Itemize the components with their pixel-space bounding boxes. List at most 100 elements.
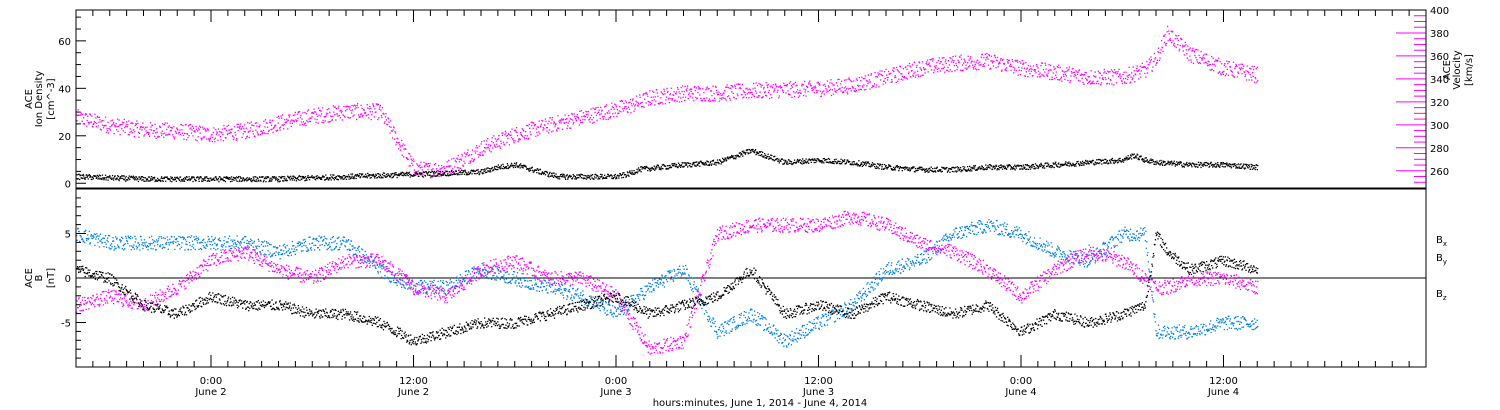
by-series-point [76, 239, 78, 241]
ion-density-series-point [340, 176, 343, 178]
ion-density-series-point [149, 178, 152, 180]
ion-density-series-point [831, 161, 834, 163]
velocity-series-point [705, 87, 708, 89]
ion-density-series-point [697, 163, 699, 165]
ion-density-series-point [1153, 163, 1156, 165]
velocity-series-point [746, 87, 748, 89]
velocity-series-point [503, 144, 506, 146]
velocity-series-point [682, 96, 684, 98]
velocity-series-point [844, 90, 846, 92]
velocity-series-point [421, 169, 424, 171]
velocity-series-point [773, 91, 775, 93]
ion-density-series-point [518, 165, 520, 167]
ion-density-series-point [852, 164, 854, 166]
velocity-series-point [1196, 61, 1199, 63]
ion-density-series-point [961, 170, 964, 172]
ion-density-series-point [1083, 164, 1085, 166]
velocity-series-point [650, 104, 652, 106]
velocity-series-point [279, 129, 281, 131]
ion-density-series-point [978, 168, 980, 170]
ion-density-series-point [266, 176, 269, 179]
ion-density-series-point [230, 176, 233, 178]
ion-density-series-point [434, 175, 436, 177]
velocity-series-point [1154, 58, 1156, 60]
velocity-series-point [947, 66, 949, 69]
by-series-point [135, 245, 137, 247]
ion-density-series-point [1006, 164, 1008, 166]
velocity-series-point [611, 102, 613, 104]
velocity-series-point [141, 129, 143, 131]
ion-density-series-point [877, 166, 879, 168]
velocity-series-point [457, 154, 459, 157]
ion-density-series-point [709, 161, 712, 163]
velocity-series-point [582, 118, 584, 121]
velocity-series-point [247, 122, 249, 124]
ion-density-series-point [291, 177, 293, 179]
velocity-series-point [479, 154, 481, 156]
velocity-series-point [1112, 75, 1114, 77]
velocity-series-point [1193, 51, 1196, 53]
ion-density-series-point [588, 177, 591, 179]
ion-density-series-point [1149, 162, 1152, 164]
ion-density-series-point [925, 168, 927, 171]
ion-density-series-point [293, 175, 295, 177]
ion-density-series-point [1040, 162, 1042, 165]
ion-density-series-point [144, 177, 147, 179]
ion-density-series-point [637, 167, 640, 169]
velocity-series-point [488, 148, 490, 150]
ion-density-series-point [1097, 158, 1099, 161]
velocity-series-point [111, 119, 114, 121]
velocity-series-point [431, 169, 433, 171]
velocity-series-point [1149, 60, 1152, 62]
velocity-series-point [480, 143, 482, 145]
velocity-series-point [895, 81, 897, 83]
ion-density-series-point [1032, 165, 1034, 167]
velocity-series-point [345, 105, 348, 107]
velocity-series-point [626, 108, 628, 110]
ion-density-series-point [332, 177, 334, 179]
ion-density-series-point [409, 173, 411, 176]
ion-density-series-point [871, 162, 874, 164]
velocity-series-point [829, 82, 831, 84]
ion-density-series-point [444, 172, 446, 174]
ion-density-series-point [493, 169, 495, 171]
by-series-point [167, 239, 169, 241]
velocity-series-point [999, 62, 1001, 65]
velocity-series-point [850, 90, 852, 92]
velocity-series-point [867, 82, 869, 85]
velocity-series-point [713, 97, 716, 99]
velocity-series-point [525, 131, 527, 133]
ion-density-series-point [894, 167, 896, 170]
velocity-series-point [708, 88, 710, 90]
velocity-series-point [168, 125, 170, 127]
ion-density-series-point [674, 166, 677, 168]
ion-density-series-point [1026, 164, 1028, 166]
velocity-series-point [173, 138, 175, 140]
velocity-series-point [684, 99, 686, 101]
velocity-series-point [500, 142, 502, 145]
velocity-series-point [447, 172, 449, 174]
velocity-series-point [1038, 73, 1040, 76]
velocity-series-point [764, 91, 766, 93]
ion-density-series-point [1077, 160, 1079, 163]
velocity-series-point [878, 73, 881, 75]
velocity-series-point [587, 111, 590, 113]
ion-density-series-point [571, 178, 573, 180]
ion-density-series-point [206, 176, 208, 178]
velocity-series-point [961, 64, 964, 66]
velocity-series-point [548, 129, 551, 131]
velocity-series-point [233, 126, 236, 128]
ion-density-series-point [292, 177, 294, 179]
velocity-series-point [207, 128, 209, 130]
velocity-series-point [800, 92, 802, 94]
ion-density-series-point [378, 176, 380, 179]
velocity-series-point [1151, 70, 1154, 72]
velocity-series-point [322, 107, 324, 109]
ion-density-series-point [1068, 161, 1070, 163]
by-series-point [120, 241, 122, 243]
ion-density-series-point [487, 167, 489, 169]
velocity-series-point [341, 110, 343, 113]
ion-density-series-point [982, 167, 984, 169]
velocity-series-point [1041, 62, 1044, 64]
